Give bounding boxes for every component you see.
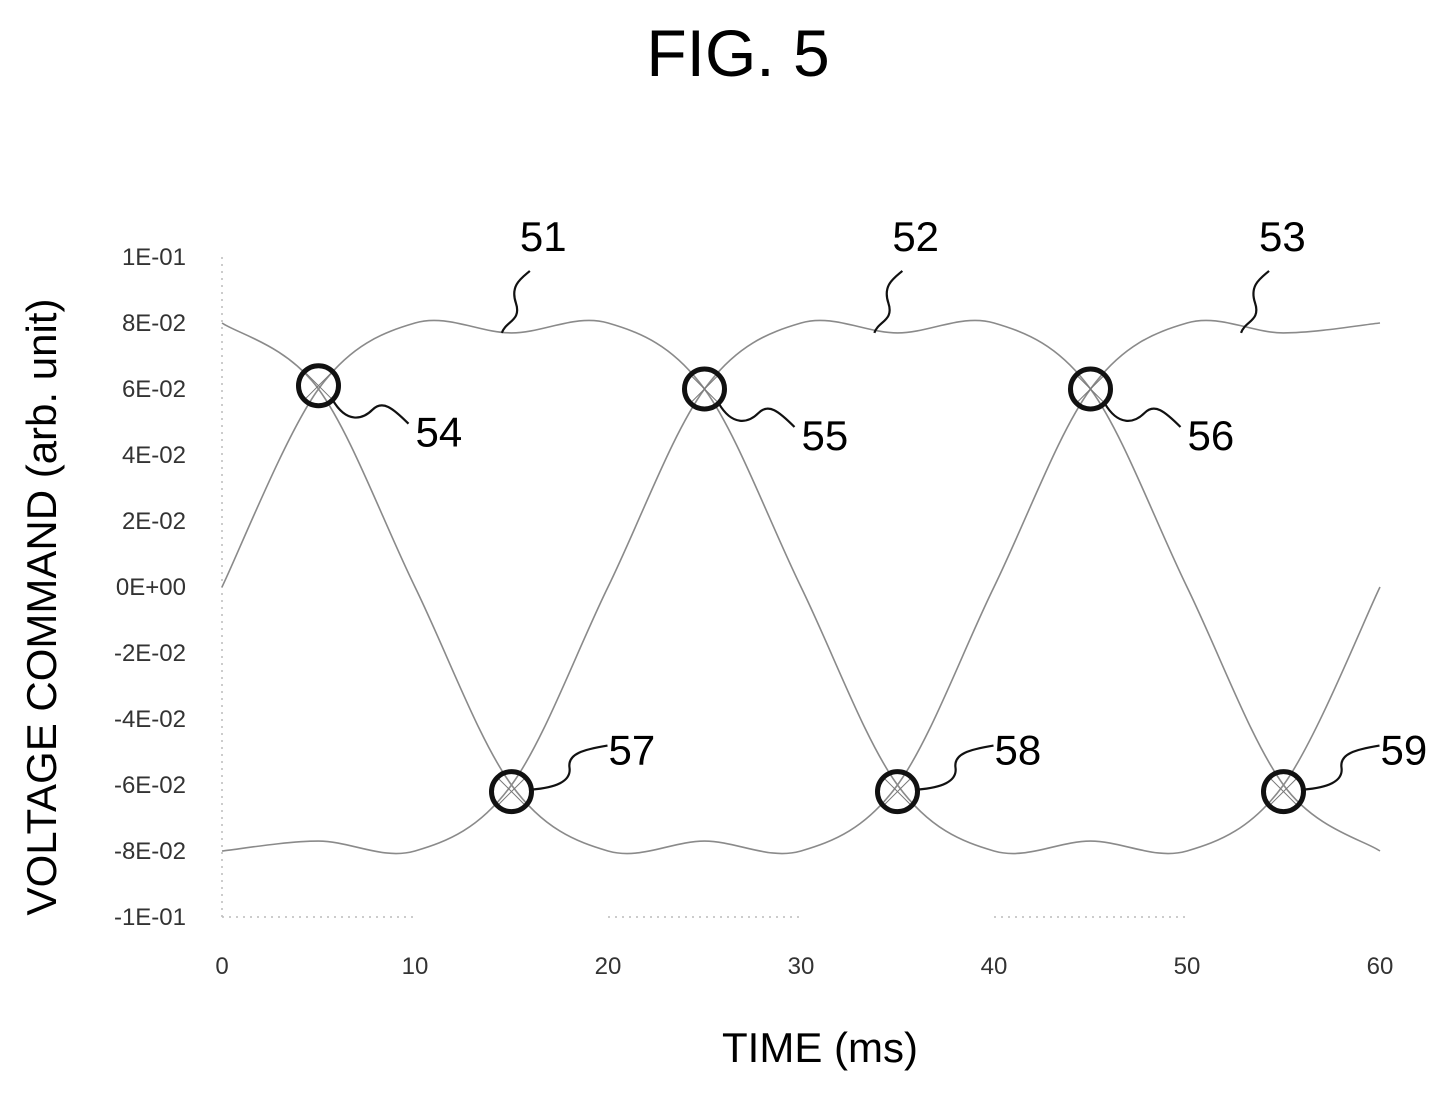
y-tick-label: 0E+00: [116, 574, 186, 601]
crossing-leader: [917, 744, 994, 791]
crossing-leader: [717, 402, 796, 428]
y-tick-label: 8E-02: [122, 310, 186, 337]
curve-label-leader: [500, 270, 531, 334]
series-line-2: [221, 319, 1381, 855]
y-tick-label: 4E-02: [122, 442, 186, 469]
crossing-cross: [690, 374, 719, 404]
crossing-cross: [1269, 777, 1298, 806]
crossing-label: 57: [609, 727, 656, 774]
crossing-marker: [489, 769, 534, 815]
crossing-leader: [1103, 402, 1182, 428]
crossing-leader: [531, 744, 608, 791]
figure-title: FIG. 5: [646, 16, 829, 90]
crossing-leader: [331, 399, 410, 425]
y-tick-label: -8E-02: [114, 838, 186, 865]
crossing-marker: [296, 363, 341, 409]
y-tick-label: -2E-02: [114, 640, 186, 667]
curve-label: 52: [892, 213, 939, 260]
curve-labels: 51 52 53: [500, 213, 1306, 334]
y-tick-label: 6E-02: [122, 376, 186, 403]
crossing-label: 59: [1381, 727, 1428, 774]
curve-label-leader: [873, 270, 904, 334]
x-tick-label: 20: [595, 953, 622, 980]
y-tick-label: -4E-02: [114, 706, 186, 733]
x-tick-label: 60: [1367, 953, 1394, 980]
series-line-3: [221, 319, 1381, 855]
y-tick-label: 2E-02: [122, 508, 186, 535]
crossing-label: 54: [416, 409, 463, 456]
crossing-marker: [1261, 769, 1306, 815]
y-tick-label: -6E-02: [114, 772, 186, 799]
y-tick-labels: 1E-01 8E-02 6E-02 4E-02 2E-02 0E+00 -2E-02 -4E-…: [114, 244, 186, 931]
series-line-1: [221, 319, 1381, 855]
x-tick-label: 0: [215, 953, 228, 980]
crossing-leader: [1303, 744, 1380, 791]
crossing-markers: 54 55 56 57 58 59: [296, 363, 1428, 815]
y-axis-title: VOLTAGE COMMAND (arb. unit): [18, 299, 65, 916]
x-tick-label: 40: [981, 953, 1008, 980]
grid-lines: [221, 257, 1187, 918]
y-tick-label: -1E-01: [114, 904, 186, 931]
crossing-marker: [875, 769, 920, 815]
y-tick-label: 1E-01: [122, 244, 186, 271]
x-tick-label: 10: [402, 953, 429, 980]
curve-label: 51: [520, 213, 567, 260]
crossing-marker: [682, 366, 727, 412]
crossing-cross: [1076, 374, 1105, 404]
crossing-label: 56: [1188, 412, 1235, 459]
x-tick-label: 30: [788, 953, 815, 980]
curve-label: 53: [1259, 213, 1306, 260]
crossing-marker: [1068, 366, 1113, 412]
crossing-cross: [883, 777, 912, 806]
x-tick-labels: 0 10 20 30 40 50 60: [215, 953, 1393, 980]
curve-label-leader: [1239, 270, 1270, 334]
crossing-cross: [304, 371, 333, 401]
x-tick-label: 50: [1174, 953, 1201, 980]
crossing-label: 55: [802, 412, 849, 459]
curves: [221, 319, 1381, 855]
x-axis-title: TIME (ms): [722, 1024, 918, 1071]
crossing-cross: [497, 777, 526, 806]
crossing-label: 58: [995, 727, 1042, 774]
